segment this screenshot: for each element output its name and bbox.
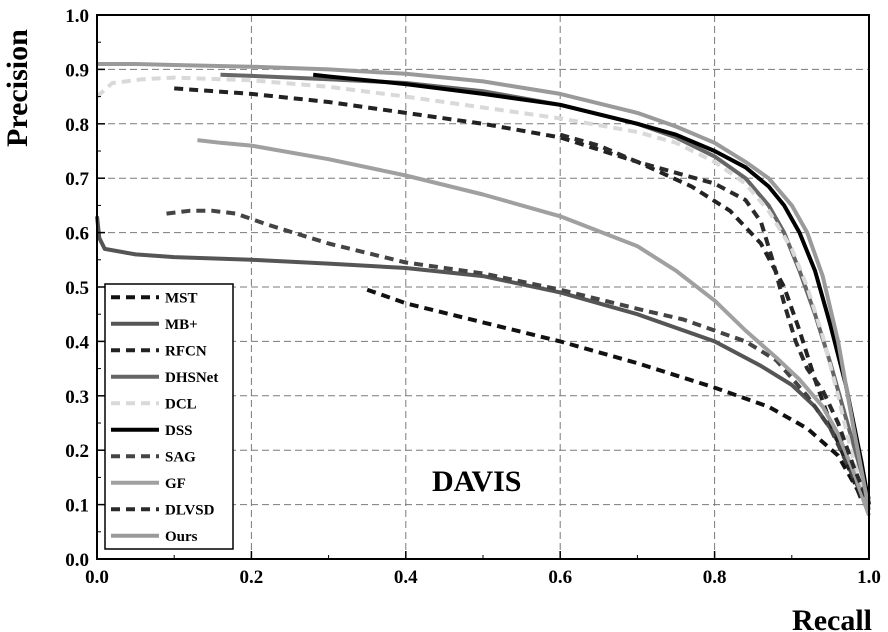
legend-label: MST xyxy=(165,290,198,306)
series-line-dss xyxy=(312,72,871,505)
legend-label: DHSNet xyxy=(165,370,218,386)
y-tick-label: 0.0 xyxy=(65,550,89,571)
series-line-mst xyxy=(366,287,871,511)
y-tick-label: 0.7 xyxy=(65,169,89,190)
y-axis-title: Precision xyxy=(1,29,34,147)
series-line-gf xyxy=(197,138,871,517)
y-tick-label: 0.8 xyxy=(65,115,89,136)
series-line-dlvsd xyxy=(559,132,871,506)
y-tick-label: 0.6 xyxy=(65,224,89,245)
dataset-annotation: DAVIS xyxy=(432,465,522,498)
x-axis-title: Recall xyxy=(792,604,872,632)
legend-label: SAG xyxy=(165,449,196,465)
x-tick-label: 1.0 xyxy=(857,567,881,588)
legend-label: DCL xyxy=(165,396,197,412)
y-tick-label: 0.5 xyxy=(65,278,89,299)
y-tick-label: 0.1 xyxy=(65,496,89,517)
y-tick-label: 0.4 xyxy=(65,332,89,353)
series-line-dcl xyxy=(95,75,871,506)
y-tick-label: 0.3 xyxy=(65,387,89,408)
legend-label: DLVSD xyxy=(165,502,215,518)
legend-label: RFCN xyxy=(165,343,207,359)
series-line-mb- xyxy=(95,216,871,506)
axis-ticks: 0.0 0.2 0.4 0.6 0.8 1.0 0.0 0.1 0.2 0.3 0.4 0.5 0.6 0… xyxy=(65,6,881,588)
x-tick-label: 0.8 xyxy=(703,567,727,588)
legend-box xyxy=(104,283,234,550)
legend-label: GF xyxy=(165,476,186,492)
y-tick-label: 0.9 xyxy=(65,60,89,81)
legend-label: MB+ xyxy=(165,317,198,333)
x-tick-label: 0.4 xyxy=(394,567,418,588)
legend-label: DSS xyxy=(165,423,193,439)
legend-label: Ours xyxy=(165,529,198,545)
y-tick-label: 0.2 xyxy=(65,441,89,462)
legend: MST MB+ RFCN DHSNet DCL DSS SAG GF DLVSD Ours xyxy=(104,283,234,550)
y-tick-label: 1.0 xyxy=(65,6,89,27)
series-layer xyxy=(95,62,871,517)
x-tick-label: 0.0 xyxy=(85,567,109,588)
x-tick-label: 0.2 xyxy=(240,567,264,588)
x-tick-label: 0.6 xyxy=(548,567,572,588)
series-line-ours xyxy=(97,62,871,511)
series-line-sag xyxy=(166,208,871,511)
